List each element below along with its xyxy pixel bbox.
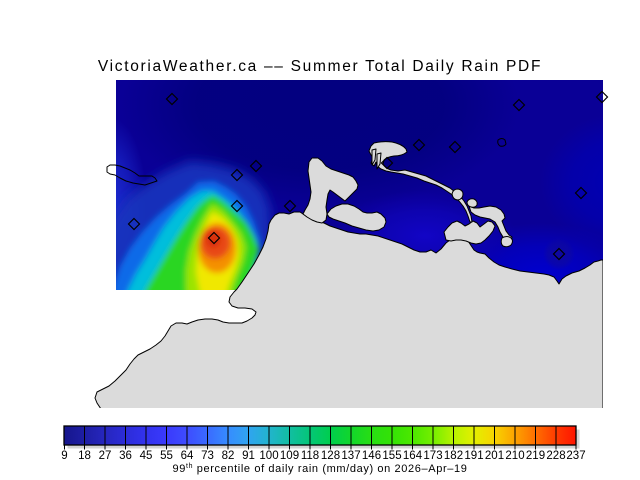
svg-text:64: 64 — [181, 450, 194, 462]
svg-text:228: 228 — [546, 450, 565, 462]
svg-text:191: 191 — [464, 450, 483, 462]
svg-text:82: 82 — [222, 450, 235, 462]
svg-text:99th percentile of daily rain: 99th percentile of daily rain (mm/day) o… — [173, 463, 468, 475]
svg-text:100: 100 — [259, 450, 278, 462]
svg-text:109: 109 — [280, 450, 299, 462]
svg-text:201: 201 — [485, 450, 504, 462]
svg-text:VictoriaWeather.ca –– Summer T: VictoriaWeather.ca –– Summer Total Daily… — [98, 58, 542, 75]
svg-text:219: 219 — [526, 450, 545, 462]
svg-text:27: 27 — [99, 450, 112, 462]
svg-text:18: 18 — [78, 450, 91, 462]
svg-text:182: 182 — [444, 450, 463, 462]
svg-text:237: 237 — [566, 450, 585, 462]
svg-text:164: 164 — [403, 450, 423, 462]
svg-text:73: 73 — [201, 450, 214, 462]
svg-text:137: 137 — [341, 450, 360, 462]
svg-text:155: 155 — [382, 450, 401, 462]
svg-text:9: 9 — [61, 450, 67, 462]
svg-text:128: 128 — [321, 450, 340, 462]
svg-text:118: 118 — [301, 450, 319, 462]
svg-text:45: 45 — [140, 450, 153, 462]
svg-text:146: 146 — [362, 450, 381, 462]
svg-text:55: 55 — [160, 450, 173, 462]
svg-text:36: 36 — [119, 450, 132, 462]
svg-text:210: 210 — [505, 450, 524, 462]
svg-text:173: 173 — [423, 450, 442, 462]
svg-text:91: 91 — [242, 450, 255, 462]
